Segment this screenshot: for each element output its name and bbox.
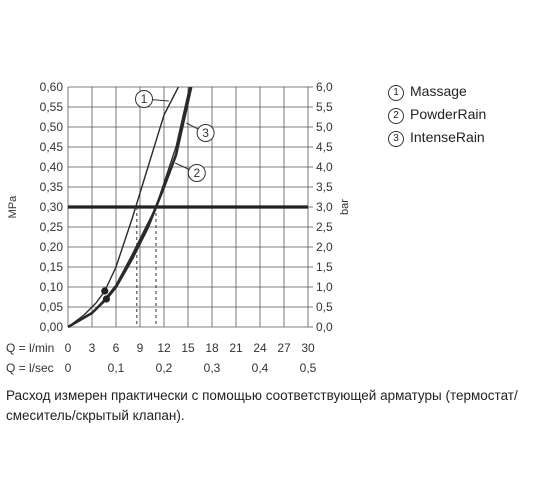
x-lmin-tick-label: 21 bbox=[229, 341, 243, 355]
right-axis-title: bar bbox=[339, 199, 351, 215]
left-tick-label: 0,60 bbox=[40, 80, 64, 94]
left-tick-label: 0,40 bbox=[40, 160, 64, 174]
legend-item-massage: 1 Massage bbox=[388, 80, 486, 103]
left-tick-label: 0,45 bbox=[40, 140, 64, 154]
x-lmin-tick-label: 9 bbox=[137, 341, 144, 355]
left-tick-label: 0,25 bbox=[40, 220, 64, 234]
legend-item-powderrain: 2 PowderRain bbox=[388, 103, 486, 126]
legend-number-1: 1 bbox=[388, 85, 404, 101]
x-lmin-tick-label: 12 bbox=[157, 341, 171, 355]
legend-label-intenserain: IntenseRain bbox=[410, 129, 485, 145]
left-tick-label: 0,05 bbox=[40, 300, 64, 314]
legend-label-powderrain: PowderRain bbox=[410, 106, 487, 122]
x-lmin-tick-label: 0 bbox=[65, 341, 72, 355]
right-tick-label: 3,0 bbox=[316, 200, 333, 214]
right-tick-label: 4,0 bbox=[316, 160, 333, 174]
callout-number-label: 2 bbox=[193, 166, 200, 180]
right-tick-label: 5,0 bbox=[316, 120, 333, 134]
right-tick-label: 1,0 bbox=[316, 280, 333, 294]
series-point-rain-start bbox=[102, 295, 110, 303]
x-lmin-tick-label: 30 bbox=[301, 341, 315, 355]
left-tick-label: 0,30 bbox=[40, 200, 64, 214]
series-point-massage-start bbox=[101, 287, 109, 295]
x-lsec-tick-label: 0 bbox=[65, 361, 72, 375]
measurement-note: Расход измерен практически с помощью соо… bbox=[6, 388, 518, 423]
legend-number-3: 3 bbox=[388, 131, 404, 147]
series-line-massage bbox=[67, 86, 180, 328]
right-tick-label: 0,0 bbox=[316, 320, 333, 334]
legend-label-massage: Massage bbox=[410, 83, 467, 99]
callout-circle bbox=[135, 90, 153, 108]
callout-circle bbox=[187, 164, 206, 182]
x-lsec-tick-label: 0,4 bbox=[252, 361, 269, 375]
chart-legend: 1 Massage 2 PowderRain 3 IntenseRain bbox=[388, 80, 486, 149]
x-lmin-tick-label: 24 bbox=[253, 341, 267, 355]
left-tick-label: 0,10 bbox=[40, 280, 64, 294]
x-lmin-tick-label: 18 bbox=[205, 341, 219, 355]
x-lsec-tick-label: 0,1 bbox=[108, 361, 125, 375]
left-tick-label: 0,00 bbox=[40, 320, 64, 334]
right-tick-label: 1,5 bbox=[316, 260, 333, 274]
left-tick-label: 0,20 bbox=[40, 240, 64, 254]
chart-tick-labels: 0,00 0,00,05 0,50,10 1,00,15 1,50,20 2,00,25 2… bbox=[40, 80, 333, 375]
callout-circle bbox=[196, 124, 215, 142]
x-lmin-tick-label: 6 bbox=[113, 341, 120, 355]
right-tick-label: 6,0 bbox=[316, 80, 333, 94]
right-tick-label: 2,0 bbox=[316, 240, 333, 254]
right-tick-label: 0,5 bbox=[316, 300, 333, 314]
x-lmin-tick-label: 15 bbox=[181, 341, 195, 355]
x-lsec-tick-label: 0,3 bbox=[204, 361, 221, 375]
left-tick-label: 0,35 bbox=[40, 180, 64, 194]
chart-series bbox=[67, 86, 193, 329]
callout-number-label: 3 bbox=[202, 126, 209, 140]
legend-number-2: 2 bbox=[388, 108, 404, 124]
x-axis-lsec-title: Q = l/sec bbox=[6, 361, 54, 375]
right-tick-label: 4,5 bbox=[316, 140, 333, 154]
reference-line-group bbox=[68, 205, 308, 327]
x-lsec-tick-label: 0,2 bbox=[156, 361, 173, 375]
x-lmin-tick-label: 27 bbox=[277, 341, 291, 355]
right-tick-label: 2,5 bbox=[316, 220, 333, 234]
series-line-intenserain bbox=[67, 86, 191, 328]
right-tick-label: 3,5 bbox=[316, 180, 333, 194]
callout-number-label: 1 bbox=[141, 92, 148, 106]
legend-item-intenserain: 3 IntenseRain bbox=[388, 126, 486, 149]
left-axis-title: MPa bbox=[7, 195, 19, 219]
left-tick-label: 0,15 bbox=[40, 260, 64, 274]
left-tick-label: 0,50 bbox=[40, 120, 64, 134]
series-number-labels: 1 3 2 bbox=[135, 90, 215, 182]
x-lsec-tick-label: 0,5 bbox=[300, 361, 317, 375]
right-tick-label: 5,5 bbox=[316, 100, 333, 114]
x-axis-lmin-title: Q = l/min bbox=[6, 341, 54, 355]
x-lmin-tick-label: 3 bbox=[89, 341, 96, 355]
flow-pressure-chart: 132 0,00 0,00,05 0,50,10 1,00,15 1,50,20 2,00… bbox=[6, 80, 351, 375]
left-tick-label: 0,55 bbox=[40, 100, 64, 114]
